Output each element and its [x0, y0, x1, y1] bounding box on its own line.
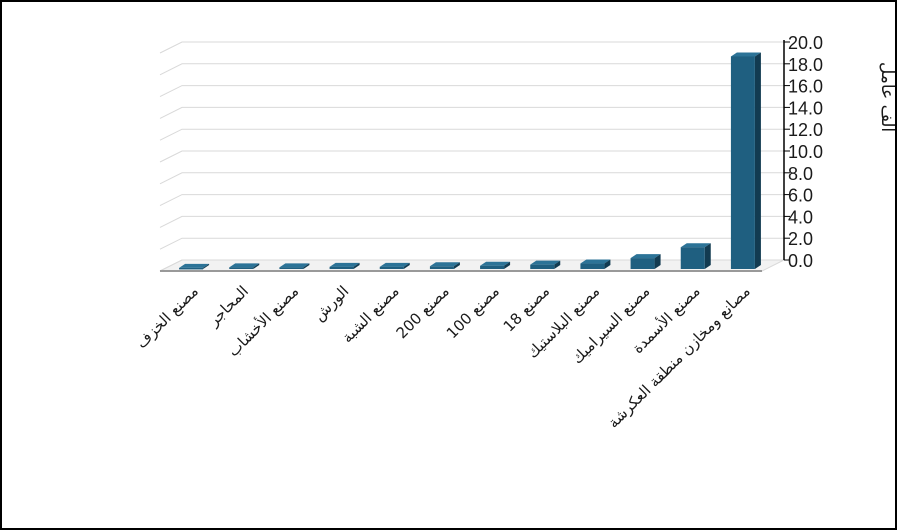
bar-top: [279, 263, 310, 268]
bar-top: [730, 52, 761, 57]
bar-top: [179, 263, 210, 268]
y-tick-label: 20.0: [788, 33, 823, 53]
gridline: [159, 106, 784, 119]
bar: [379, 266, 404, 269]
bar: [680, 247, 705, 269]
bar: [730, 56, 755, 270]
y-tick-label: 6.0: [788, 186, 813, 206]
bar-side: [704, 243, 711, 269]
y-tick-label: 8.0: [788, 164, 813, 184]
bar-side: [654, 254, 661, 269]
bar-top: [680, 243, 711, 248]
x-category-label: الورش: [310, 282, 352, 324]
gridline: [159, 85, 784, 98]
y-axis-title: ألف عامل: [877, 62, 895, 132]
y-tick-label: 16.0: [788, 77, 823, 97]
gridline: [159, 237, 784, 250]
x-category-label: مصنع 100: [443, 282, 503, 342]
bar-top: [329, 262, 360, 267]
bar-top: [429, 262, 460, 267]
gridline: [159, 194, 784, 207]
bar-top: [630, 254, 661, 259]
bar-top: [480, 261, 511, 266]
gridline: [159, 215, 784, 228]
y-tick-label: 18.0: [788, 55, 823, 75]
y-tick-label: 14.0: [788, 98, 823, 118]
gridline: [159, 150, 784, 163]
bar: [279, 267, 304, 269]
bar: [530, 264, 555, 269]
bar: [229, 267, 254, 269]
bar-top: [229, 263, 260, 268]
bar-side: [203, 263, 210, 269]
bar-side: [504, 261, 511, 269]
y-tick-label: 10.0: [788, 142, 823, 162]
bar-side: [403, 262, 410, 269]
bar-side: [303, 263, 310, 269]
gridline: [159, 63, 784, 76]
x-category-label: المحاجر: [204, 282, 252, 330]
bar: [630, 258, 655, 269]
x-category-label: مصنع 200: [393, 282, 453, 342]
gridline: [159, 172, 784, 185]
bar-side: [253, 263, 260, 269]
bar: [480, 265, 505, 269]
gridline: [159, 41, 784, 54]
gridline: [159, 128, 784, 141]
y-tick-label: 0.0: [788, 251, 813, 271]
bar: [580, 263, 605, 269]
bar-side: [554, 260, 561, 269]
bar-top: [379, 262, 410, 267]
bar-side: [754, 52, 761, 270]
bar-side: [353, 262, 360, 269]
bar: [429, 266, 454, 269]
bar: [329, 266, 354, 269]
bar: [179, 267, 204, 270]
bar-side: [453, 262, 460, 269]
y-tick-label: 4.0: [788, 207, 813, 227]
bar-top: [580, 259, 611, 264]
x-category-label: مصنع الخزف: [132, 282, 202, 352]
bar-top: [530, 260, 561, 265]
bar-side: [604, 259, 611, 269]
y-tick-label: 2.0: [788, 229, 813, 249]
y-tick-label: 12.0: [788, 120, 823, 140]
